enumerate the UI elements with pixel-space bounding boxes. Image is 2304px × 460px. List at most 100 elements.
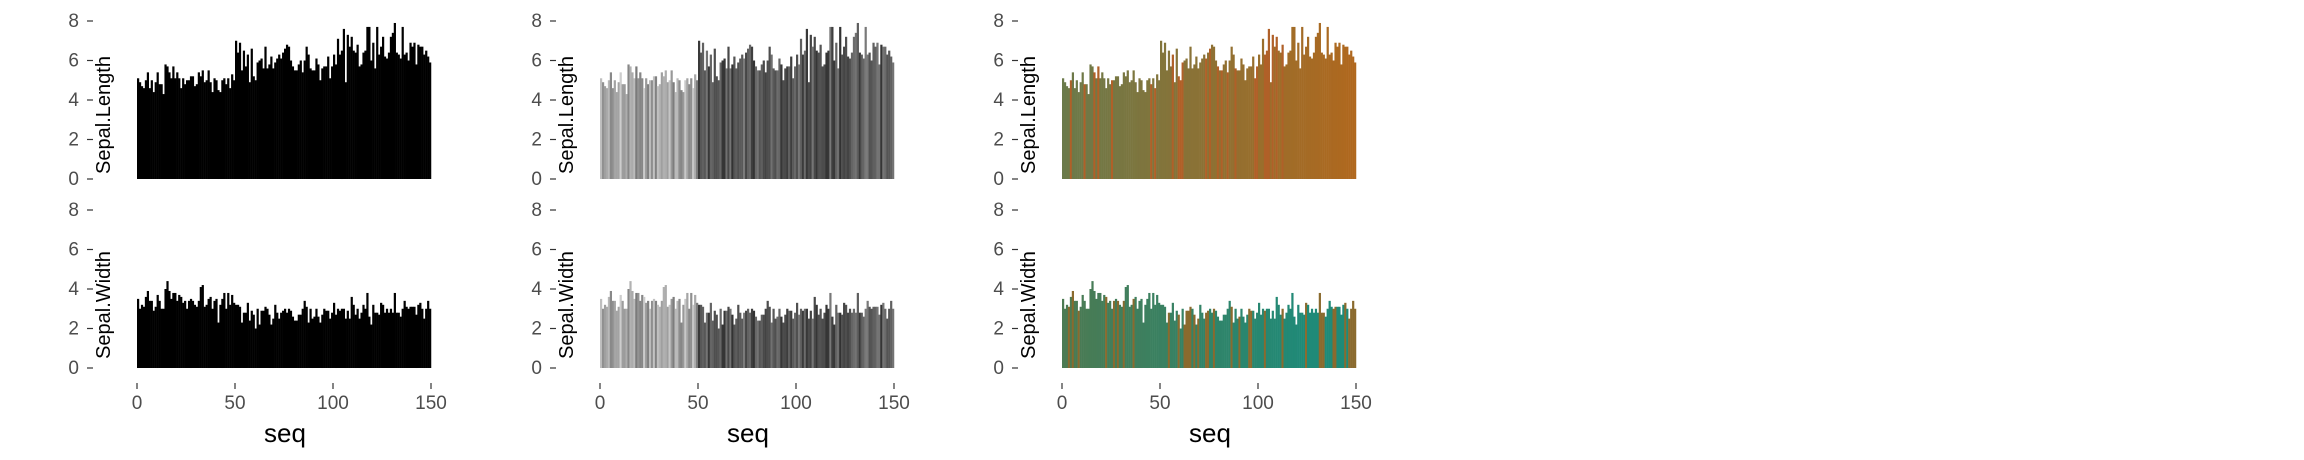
bar <box>1140 80 1143 179</box>
bar <box>841 54 844 179</box>
bar <box>1118 304 1122 368</box>
bar <box>703 70 707 180</box>
bar <box>152 92 155 179</box>
bar <box>291 316 295 368</box>
bar <box>1259 64 1263 179</box>
bar <box>1085 84 1088 179</box>
y-tick-label: 8 <box>68 11 79 32</box>
bar <box>397 54 400 179</box>
bar <box>344 82 347 179</box>
bar <box>235 304 238 368</box>
bar <box>1242 64 1245 179</box>
bar <box>178 78 181 179</box>
bar <box>1240 308 1243 368</box>
bar <box>376 26 379 180</box>
bar <box>1277 50 1280 180</box>
bar <box>411 46 414 179</box>
bar <box>1348 318 1351 369</box>
bar <box>788 310 791 368</box>
bar <box>189 76 193 179</box>
bar <box>191 300 195 368</box>
bar <box>803 308 807 368</box>
bar <box>1105 88 1108 179</box>
bar <box>421 46 424 179</box>
bar <box>370 60 373 179</box>
bar <box>664 70 667 180</box>
bar <box>1158 302 1161 368</box>
bar <box>717 328 720 368</box>
bar <box>327 56 330 179</box>
bar <box>1062 78 1065 179</box>
bar <box>348 318 351 369</box>
bar <box>1271 34 1274 179</box>
bar <box>1093 290 1096 368</box>
bar <box>666 306 669 368</box>
bar <box>419 302 422 368</box>
bar <box>856 292 859 368</box>
x-tick-label: 100 <box>317 393 349 414</box>
y-tick-label: 8 <box>531 11 542 32</box>
bar <box>407 308 410 368</box>
bar <box>187 300 191 368</box>
bar <box>1265 50 1269 180</box>
bar <box>776 316 779 368</box>
bar <box>1330 52 1333 179</box>
bar <box>815 304 818 368</box>
bar <box>892 62 895 179</box>
bar <box>1081 72 1084 179</box>
bar <box>770 54 773 179</box>
bar <box>696 302 699 368</box>
bar <box>138 82 142 179</box>
bar <box>866 300 869 368</box>
bar <box>242 50 246 180</box>
bar <box>848 308 852 368</box>
bar <box>1193 64 1196 179</box>
bar <box>362 304 365 368</box>
bar <box>1299 68 1302 179</box>
bar <box>1250 66 1253 179</box>
bar <box>187 80 191 179</box>
bar <box>1187 310 1190 368</box>
bar <box>1203 54 1206 179</box>
y-tick-label: 8 <box>531 200 542 221</box>
bar <box>248 82 251 179</box>
bar <box>1265 308 1269 368</box>
bar <box>647 300 650 368</box>
bar <box>1295 60 1298 179</box>
bar <box>809 310 812 368</box>
bar <box>627 64 630 179</box>
bar <box>221 80 224 179</box>
bar <box>1346 46 1349 179</box>
bar <box>692 304 695 368</box>
bar <box>766 60 769 179</box>
bar <box>321 68 324 179</box>
bar <box>660 300 663 368</box>
bar <box>1297 304 1300 368</box>
bar <box>1244 80 1247 179</box>
bar <box>1160 40 1163 179</box>
bar <box>1340 64 1343 179</box>
bar <box>372 304 375 368</box>
y-axis: 0 2 4 6 8 <box>68 200 93 379</box>
bar <box>1326 308 1329 368</box>
bar <box>278 318 281 369</box>
bar <box>417 304 420 368</box>
bar <box>750 308 754 368</box>
bar <box>1230 46 1233 179</box>
bar <box>1289 50 1292 180</box>
bar <box>152 310 155 368</box>
bar <box>354 314 357 369</box>
bar <box>268 64 271 179</box>
bar <box>649 80 652 179</box>
bar <box>641 78 644 179</box>
bar <box>287 46 291 179</box>
bar <box>1320 312 1323 368</box>
bar <box>231 74 234 179</box>
bar <box>735 318 738 369</box>
bar <box>1310 58 1314 179</box>
bar <box>656 304 660 368</box>
bar <box>338 310 342 368</box>
bar <box>199 76 202 179</box>
bar <box>195 306 199 368</box>
bar <box>231 294 234 369</box>
